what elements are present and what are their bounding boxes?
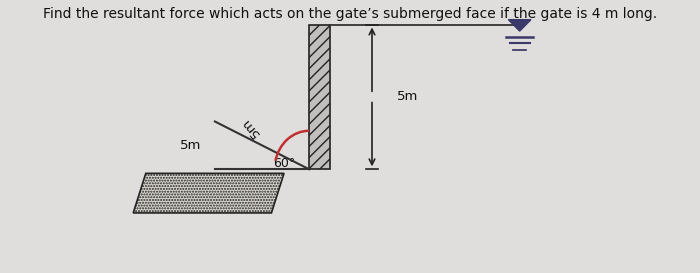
Text: 5m: 5m (239, 115, 262, 140)
Polygon shape (508, 20, 531, 31)
Polygon shape (133, 173, 284, 213)
Bar (309, 25, 330, 169)
Text: Find the resultant force which acts on the gate’s submerged face if the gate is : Find the resultant force which acts on t… (43, 7, 657, 21)
Text: 5m: 5m (180, 139, 201, 152)
Text: 5m: 5m (397, 90, 419, 103)
Text: 60°: 60° (273, 157, 295, 170)
